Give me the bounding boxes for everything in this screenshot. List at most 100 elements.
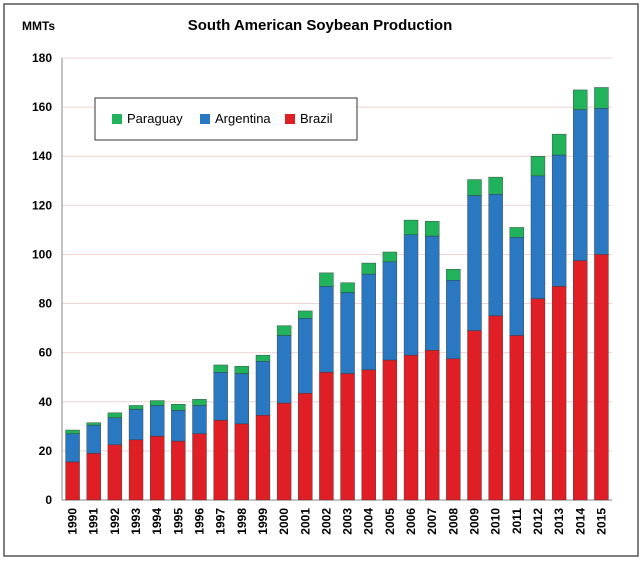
bar-segment <box>171 440 186 501</box>
x-tick-label: 2012 <box>531 508 545 535</box>
bar-segment <box>128 408 144 441</box>
x-tick-label: 1992 <box>108 508 122 535</box>
bar-segment <box>573 260 588 501</box>
y-tick-label: 40 <box>39 395 53 409</box>
bar-segment <box>276 335 292 404</box>
x-tick-label: 2011 <box>510 508 524 534</box>
bar-segment <box>107 444 123 501</box>
bar-segment <box>488 176 503 195</box>
bar-segment <box>340 292 355 374</box>
bar-segment <box>298 318 313 394</box>
bar-segment <box>298 310 313 319</box>
bar-segment <box>551 154 567 287</box>
bar-segment <box>319 372 334 501</box>
y-tick-label: 120 <box>32 198 52 212</box>
y-tick-label: 20 <box>39 444 53 458</box>
x-tick-label: 1995 <box>171 508 185 535</box>
x-tick-label: 1997 <box>214 508 228 535</box>
legend-swatch <box>200 114 210 124</box>
x-tick-label: 2000 <box>277 508 291 535</box>
bar-segment <box>255 415 271 501</box>
x-tick-label: 2002 <box>319 508 333 535</box>
bar-segment <box>446 280 461 360</box>
x-tick-label: 1994 <box>150 508 164 535</box>
x-tick-label: 1993 <box>129 508 143 535</box>
bar-segment <box>551 133 567 156</box>
bar-segment <box>530 156 546 177</box>
bar-segment <box>509 227 524 238</box>
legend-box <box>94 97 358 141</box>
bar-segment <box>361 273 376 371</box>
bar-segment <box>467 330 482 501</box>
bar-segment <box>65 429 80 434</box>
bar-segment <box>446 268 461 281</box>
bar-segment <box>276 325 292 336</box>
x-tick-label: 2005 <box>383 508 397 535</box>
bar-segment <box>86 424 101 454</box>
bar-segment <box>171 404 186 411</box>
y-tick-label: 140 <box>32 149 52 163</box>
bar-segment <box>234 365 249 374</box>
bar-segment <box>382 261 398 361</box>
bar-segment <box>171 410 186 442</box>
bar-segment <box>192 399 207 406</box>
bar-segment <box>86 422 101 426</box>
bar-segment <box>255 354 271 362</box>
bar-segment <box>509 237 524 336</box>
bar-segment <box>594 254 609 501</box>
legend-swatch <box>112 114 122 124</box>
bar-segment <box>128 405 144 410</box>
bar-segment <box>107 417 123 445</box>
bar-segment <box>234 423 249 501</box>
x-tick-label: 1999 <box>256 508 270 535</box>
x-tick-label: 2008 <box>446 508 460 535</box>
x-tick-label: 2010 <box>489 508 503 535</box>
bar-segment <box>467 179 482 196</box>
bar-segment <box>234 373 249 425</box>
x-tick-label: 2013 <box>552 508 566 535</box>
frame <box>3 3 639 557</box>
bar-segment <box>213 364 228 373</box>
bar-segment <box>594 108 609 255</box>
bar-segment <box>509 335 524 501</box>
x-tick-label: 1996 <box>193 508 207 535</box>
bar-segment <box>150 435 165 501</box>
bar-segment <box>425 221 440 237</box>
bar-segment <box>573 89 588 110</box>
x-tick-label: 2007 <box>425 508 439 535</box>
x-tick-label: 2014 <box>573 508 587 535</box>
bar-segment <box>361 262 376 275</box>
bar-segment <box>319 286 334 373</box>
bar-segment <box>255 361 271 416</box>
y-tick-label: 160 <box>32 100 52 114</box>
bar-segment <box>107 412 123 418</box>
bar-segment <box>403 219 419 235</box>
bar-segment <box>361 369 376 501</box>
bar-segment <box>530 298 546 501</box>
bar-segment <box>213 419 228 501</box>
chart-title: South American Soybean Production <box>188 17 452 34</box>
x-tick-label: 2001 <box>298 508 312 535</box>
bar-segment <box>65 461 80 501</box>
bar-segment <box>425 350 440 501</box>
y-tick-label: 60 <box>39 346 53 360</box>
bar-segment <box>594 87 609 109</box>
y-tick-label: 180 <box>32 51 52 65</box>
bar-segment <box>382 251 398 263</box>
bar-segment <box>319 272 334 287</box>
x-tick-label: 2009 <box>468 508 482 535</box>
bar-segment <box>192 405 207 434</box>
legend-label: Brazil <box>300 111 333 126</box>
x-tick-label: 1991 <box>87 508 101 535</box>
bar-segment <box>446 358 461 501</box>
bar-segment <box>382 359 398 501</box>
x-tick-label: 2015 <box>594 508 608 535</box>
x-tick-label: 2004 <box>362 508 376 535</box>
bar-segment <box>551 286 567 501</box>
bar-segment <box>65 433 80 463</box>
bar-segment <box>488 194 503 317</box>
bar-segment <box>488 315 503 501</box>
legend-label: Paraguay <box>127 111 183 126</box>
y-tick-label: 80 <box>39 297 53 311</box>
